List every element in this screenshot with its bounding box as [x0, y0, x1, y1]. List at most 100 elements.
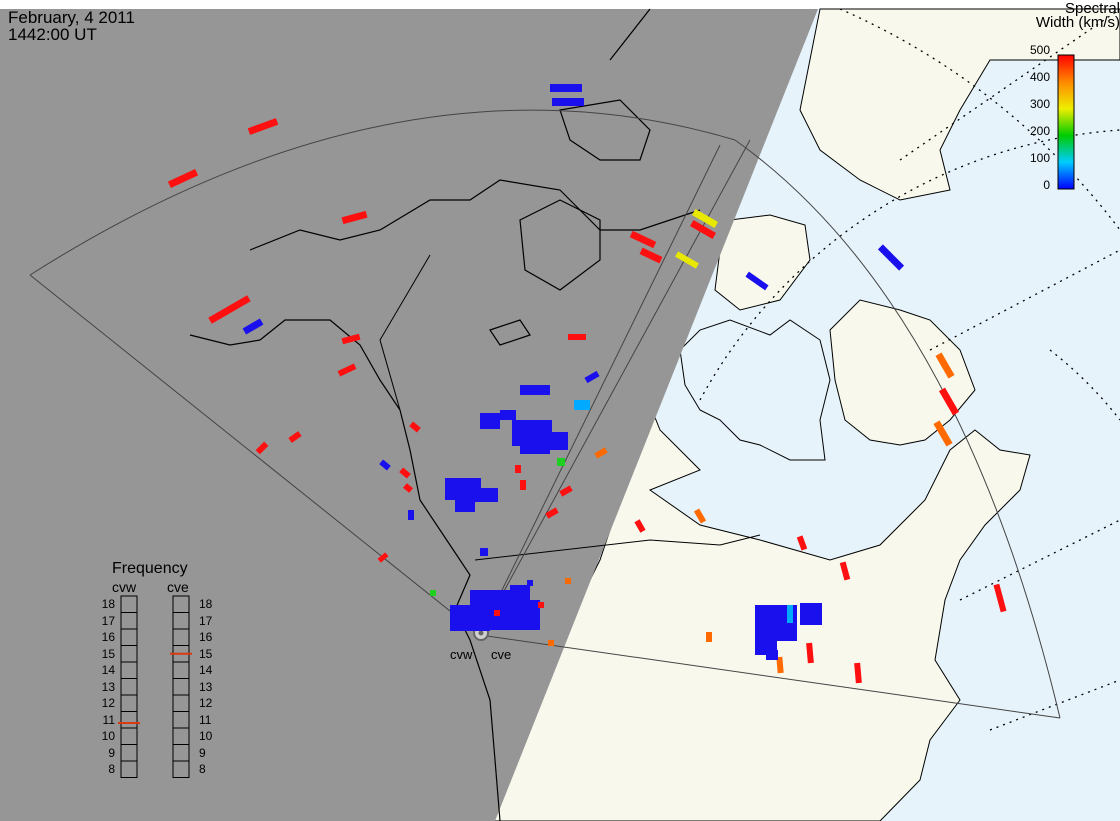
frequency-number: 12	[101, 696, 115, 710]
coastlines	[189, 8, 701, 821]
frequency-number: 10	[101, 729, 115, 743]
frequency-number: 14	[199, 663, 213, 677]
frequency-cell	[172, 760, 190, 778]
echo-cluster	[557, 458, 565, 466]
echo-cluster	[548, 640, 554, 646]
echo-cell	[337, 363, 357, 377]
frequency-number: 16	[101, 630, 115, 644]
colorbar-tick: 100	[1029, 151, 1050, 165]
echo-cell	[877, 244, 905, 271]
echo-cell	[745, 271, 769, 291]
echo-cell	[341, 333, 361, 345]
colorbar-tick: 0	[1043, 178, 1050, 192]
echo-cell	[399, 467, 411, 479]
colorbar-tick: 200	[1029, 124, 1050, 138]
echo-cell	[854, 662, 862, 684]
echo-cluster	[500, 600, 540, 630]
echo-cell	[247, 118, 279, 135]
land-labrador	[829, 299, 976, 446]
echo-cluster	[520, 440, 550, 454]
echo-cluster	[755, 605, 777, 655]
frequency-number: 18	[199, 597, 213, 611]
hudson-bay	[679, 319, 831, 461]
frequency-number: 13	[199, 679, 213, 694]
echo-cluster	[574, 400, 590, 410]
echo-cell	[242, 318, 264, 335]
colorbar	[1057, 54, 1075, 190]
echo-cluster	[450, 605, 490, 631]
echo-cell	[167, 168, 199, 189]
echo-cell	[379, 459, 391, 471]
echo-cell	[806, 642, 814, 664]
frequency-number: 17	[199, 613, 213, 628]
frequency-number: 17	[101, 613, 115, 628]
frequency-number: 9	[199, 745, 206, 760]
echo-cluster	[527, 580, 533, 586]
echo-cell	[408, 510, 414, 520]
echo-cell	[255, 441, 269, 455]
echo-cluster	[510, 585, 530, 599]
echo-cell	[935, 352, 955, 379]
echo-cluster	[500, 410, 516, 420]
echo-cells	[167, 84, 1007, 684]
colorbar-gradient	[1057, 54, 1075, 190]
colorbar-tick: 500	[1029, 43, 1050, 57]
colorbar-tick: 400	[1029, 70, 1050, 84]
frequency-scales	[118, 595, 192, 778]
echo-cell	[839, 561, 851, 581]
echo-cell	[568, 334, 586, 340]
frequency-number: 12	[199, 696, 213, 710]
echo-cluster	[787, 605, 793, 623]
echo-cell	[584, 370, 600, 384]
echo-cluster	[494, 610, 500, 616]
frequency-number: 15	[199, 646, 213, 661]
land-greenland	[799, 8, 1120, 201]
radar-label-west: cvw	[450, 647, 473, 662]
echo-cluster	[775, 605, 797, 641]
echo-cluster	[455, 500, 475, 512]
radar-label-east: cve	[491, 647, 512, 662]
echo-cell	[675, 251, 699, 269]
colorbar-title-1: Spectral	[1064, 0, 1120, 17]
echo-cell	[629, 230, 657, 249]
echo-cell	[520, 480, 526, 490]
echo-cell	[515, 465, 521, 473]
frequency-number: 8	[199, 762, 206, 776]
echo-cell	[409, 421, 421, 433]
echo-cell	[288, 431, 302, 443]
echo-cell	[938, 387, 960, 416]
echo-cell	[559, 485, 573, 497]
frequency-number: 14	[101, 663, 115, 677]
frequency-col-west: cvw	[112, 579, 137, 595]
echo-cluster	[800, 603, 822, 625]
echo-cell	[706, 632, 712, 642]
frequency-number: 15	[101, 646, 115, 661]
echo-cell	[341, 210, 368, 225]
echo-cluster	[430, 590, 436, 596]
graticule	[699, 8, 1120, 731]
frequency-number: 11	[102, 712, 115, 727]
frequency-title: Frequency	[112, 560, 188, 577]
echo-cell	[545, 507, 559, 519]
frequency-number: 11	[199, 712, 212, 727]
colorbar-title-2: Width (km/s)	[1035, 14, 1120, 31]
echo-cell	[208, 295, 251, 324]
echo-cluster	[470, 488, 498, 502]
echo-cell	[377, 552, 389, 563]
echo-cell	[993, 583, 1007, 613]
fov-outline	[29, 109, 1061, 719]
frequency-number: 16	[199, 630, 213, 644]
frequency-col-east: cve	[167, 579, 189, 595]
frequency-number: 10	[199, 729, 213, 743]
echo-cluster	[766, 650, 778, 660]
echo-cell	[776, 656, 784, 674]
echo-cell	[689, 219, 717, 240]
frequency-number: 18	[101, 597, 115, 611]
night-region	[0, 9, 818, 821]
frequency-number: 8	[108, 762, 115, 776]
echo-cluster	[480, 548, 488, 556]
frequency-cell	[120, 760, 138, 778]
echo-cell	[691, 208, 719, 229]
echo-cell	[933, 420, 953, 447]
